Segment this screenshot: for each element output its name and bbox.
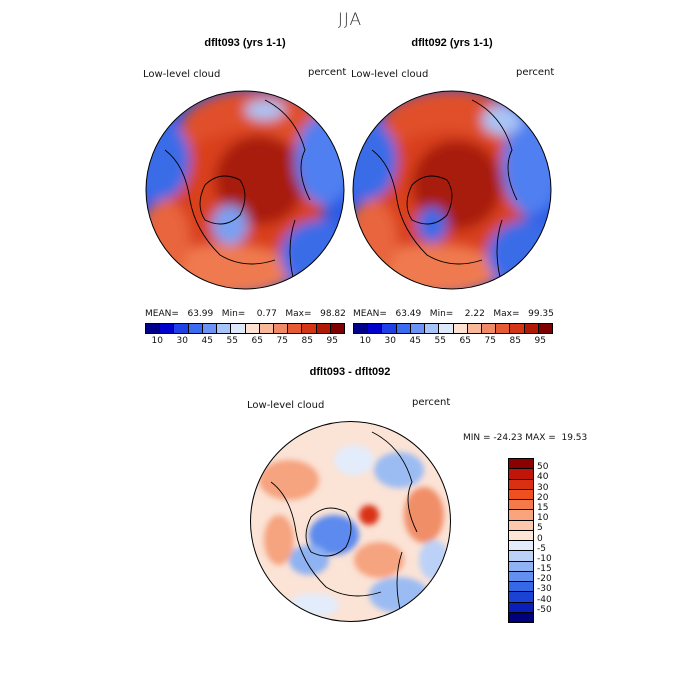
panel1-units-label: percent (308, 67, 347, 78)
panel2-colorbar (353, 323, 553, 334)
colorbar-tick-label: 65 (251, 336, 263, 346)
colorbar-swatch (231, 324, 246, 333)
colorbar-tick-label: 10 (537, 513, 549, 524)
colorbar-tick-label: 75 (276, 336, 288, 346)
colorbar-tick-label: -40 (537, 594, 552, 605)
colorbar-tick-label: 40 (537, 472, 549, 483)
colorbar-swatch (368, 324, 383, 333)
panel1-title: dflt093 (yrs 1-1) (204, 37, 286, 49)
panel2-title: dflt092 (yrs 1-1) (411, 37, 493, 49)
colorbar-tick-label: 5 (537, 523, 543, 534)
diff-polar-map (250, 421, 451, 622)
panel2-stats: MEAN= 63.49 Min= 2.22 Max= 99.35 (353, 309, 554, 319)
colorbar-swatch (524, 324, 539, 333)
colorbar-swatch (174, 324, 189, 333)
colorbar-swatch (396, 324, 411, 333)
colorbar-swatch (509, 592, 533, 603)
panel1-stats: MEAN= 63.99 Min= 0.77 Max= 98.82 (145, 309, 346, 319)
colorbar-swatch (509, 612, 533, 622)
colorbar-swatch (202, 324, 218, 333)
colorbar-swatch (496, 324, 511, 333)
diff-units-label: percent (412, 397, 451, 408)
colorbar-swatch (410, 324, 426, 333)
panel1-colorbar-ticks: 10 30 45 55 65 75 85 95 (145, 336, 345, 348)
colorbar-tick-label: 15 (537, 502, 549, 513)
colorbar-swatch (509, 510, 533, 521)
colorbar-tick-label: 85 (509, 336, 521, 346)
panel2-variable-label: Low-level cloud (351, 69, 429, 80)
colorbar-swatch (509, 551, 533, 562)
colorbar-swatch (160, 324, 175, 333)
colorbar-swatch (330, 324, 345, 333)
colorbar-swatch (259, 324, 274, 333)
colorbar-swatch (509, 520, 533, 531)
colorbar-tick-label: 45 (201, 336, 213, 346)
colorbar-tick-label: -20 (537, 574, 552, 585)
colorbar-tick-label: 55 (226, 336, 238, 346)
colorbar-tick-label: 30 (176, 336, 188, 346)
colorbar-swatch (188, 324, 203, 333)
colorbar-tick-label: 85 (301, 336, 313, 346)
colorbar-swatch (509, 479, 533, 490)
colorbar-swatch (453, 324, 468, 333)
panel2-polar-map (352, 90, 552, 290)
colorbar-swatch (288, 324, 303, 333)
colorbar-swatch (509, 561, 533, 572)
colorbar-tick-label: 0 (537, 533, 543, 544)
colorbar-swatch (316, 324, 331, 333)
colorbar-tick-label: 30 (384, 336, 396, 346)
panel2-units-label: percent (516, 67, 555, 78)
colorbar-swatch (146, 324, 161, 333)
colorbar-swatch (509, 469, 533, 480)
colorbar-swatch (354, 324, 369, 333)
colorbar-tick-label: -30 (537, 584, 552, 595)
colorbar-swatch (425, 324, 440, 333)
colorbar-tick-label: -15 (537, 564, 552, 575)
colorbar-swatch (509, 459, 533, 470)
colorbar-swatch (510, 324, 525, 333)
panel1-variable-label: Low-level cloud (143, 69, 221, 80)
diff-title: dflt093 - dflt092 (309, 366, 391, 378)
colorbar-swatch (509, 602, 533, 613)
panel1-colorbar (145, 323, 345, 334)
panel2-colorbar-ticks: 10 30 45 55 65 75 85 95 (353, 336, 553, 348)
colorbar-swatch (509, 489, 533, 500)
panel1-polar-map (145, 90, 345, 290)
colorbar-swatch (217, 324, 232, 333)
colorbar-swatch (382, 324, 397, 333)
colorbar-tick-label: 10 (151, 336, 163, 346)
colorbar-tick-label: 45 (409, 336, 421, 346)
colorbar-tick-label: -50 (537, 604, 552, 615)
colorbar-swatch (302, 324, 317, 333)
colorbar-swatch (509, 571, 533, 582)
colorbar-tick-label: 95 (326, 336, 338, 346)
colorbar-swatch (273, 324, 289, 333)
colorbar-tick-label: 55 (434, 336, 446, 346)
colorbar-swatch (538, 324, 553, 333)
colorbar-tick-label: 50 (537, 462, 549, 473)
colorbar-tick-label: 65 (459, 336, 471, 346)
colorbar-swatch (439, 324, 454, 333)
colorbar-swatch (509, 541, 533, 552)
colorbar-tick-label: 20 (537, 492, 549, 503)
colorbar-swatch (509, 582, 533, 593)
colorbar-swatch (509, 500, 533, 511)
diff-colorbar (508, 458, 534, 623)
colorbar-tick-label: 30 (537, 482, 549, 493)
colorbar-tick-label: 75 (484, 336, 496, 346)
colorbar-tick-label: 95 (534, 336, 546, 346)
colorbar-swatch (509, 530, 533, 541)
diff-stats: MIN = -24.23 MAX = 19.53 (463, 433, 588, 443)
colorbar-tick-label: -10 (537, 553, 552, 564)
figure-title: JJA (337, 10, 363, 30)
colorbar-swatch (481, 324, 497, 333)
colorbar-swatch (467, 324, 482, 333)
colorbar-tick-label: -5 (537, 543, 546, 554)
diff-variable-label: Low-level cloud (247, 400, 325, 411)
colorbar-tick-label: 10 (359, 336, 371, 346)
diff-colorbar-ticks: 50 40 30 20 15 10 5 0 -5 -10 -15 -20 -30 -40 -50 (537, 458, 577, 621)
colorbar-swatch (245, 324, 260, 333)
